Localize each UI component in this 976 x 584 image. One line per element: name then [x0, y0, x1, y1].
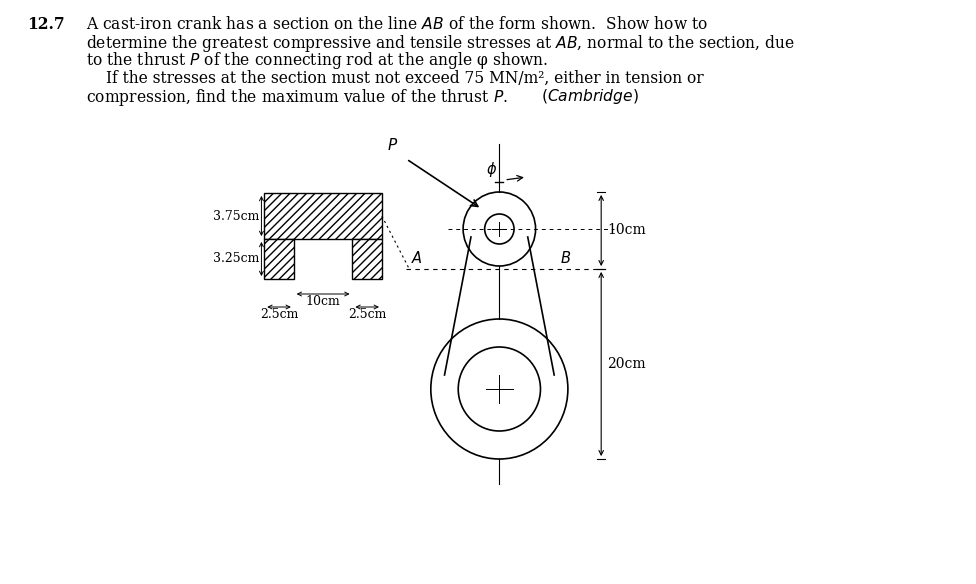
Text: If the stresses at the section must not exceed 75 MN/m², either in tension or: If the stresses at the section must not … — [105, 70, 704, 87]
Text: 12.7: 12.7 — [27, 16, 65, 33]
Text: to the thrust $\it{P}$ of the connecting rod at the angle φ shown.: to the thrust $\it{P}$ of the connecting… — [86, 50, 549, 71]
Text: A cast-iron crank has a section on the line $\it{AB}$ of the form shown.  Show h: A cast-iron crank has a section on the l… — [86, 16, 709, 33]
Text: 2.5cm: 2.5cm — [348, 308, 386, 321]
Bar — [352, 239, 382, 279]
Text: 10cm: 10cm — [305, 295, 341, 308]
Text: 10cm: 10cm — [607, 224, 646, 238]
Text: compression, find the maximum value of the thrust $\it{P}$.: compression, find the maximum value of t… — [86, 87, 514, 108]
Text: $\phi$: $\phi$ — [486, 160, 498, 179]
Text: determine the greatest compressive and tensile stresses at $\it{AB}$, normal to : determine the greatest compressive and t… — [86, 33, 794, 54]
Bar — [264, 193, 382, 239]
Text: $P$: $P$ — [387, 137, 398, 153]
Text: 2.5cm: 2.5cm — [260, 308, 299, 321]
Text: $\it{(Cambridge)}$: $\it{(Cambridge)}$ — [542, 87, 639, 106]
Text: $A$: $A$ — [411, 250, 423, 266]
Bar — [264, 239, 294, 279]
Text: $B$: $B$ — [560, 250, 571, 266]
Text: 20cm: 20cm — [607, 357, 646, 371]
Text: 3.75cm: 3.75cm — [213, 210, 260, 223]
Text: 3.25cm: 3.25cm — [213, 252, 260, 266]
